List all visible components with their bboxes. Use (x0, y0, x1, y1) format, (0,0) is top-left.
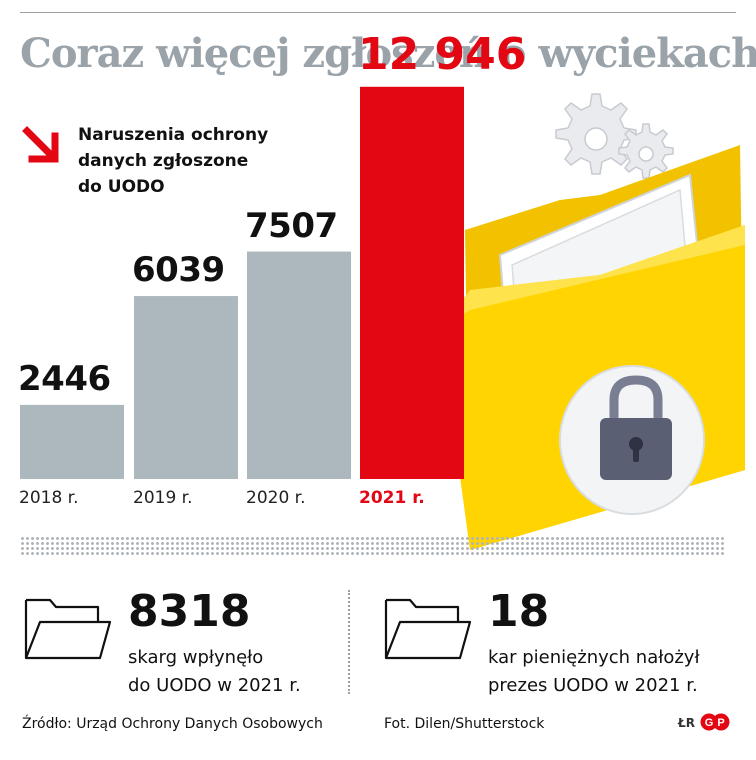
bar-chart (20, 86, 745, 550)
author-initials: ŁR (678, 716, 695, 730)
gear-icon (618, 123, 674, 179)
svg-text:G: G (705, 717, 714, 729)
category-label: 2020 r. (246, 488, 306, 508)
gp-logo: G P (700, 713, 730, 731)
dotted-separator (20, 536, 725, 556)
bar-value-label: 2446 (18, 358, 111, 399)
stat-description-line: do UODO w 2021 r. (128, 675, 301, 696)
legend-label: Naruszenia ochrony danych zgłoszone do U… (78, 122, 338, 200)
bar-value-label: 7507 (245, 205, 338, 246)
bars (20, 86, 464, 479)
stat-description: skarg wpłynęło do UODO w 2021 r. (128, 644, 301, 700)
photo-credit: Fot. Dilen/Shutterstock (384, 716, 545, 732)
bar (360, 86, 464, 479)
stat-description-line: prezes UODO w 2021 r. (488, 675, 698, 696)
category-label: 2019 r. (133, 488, 193, 508)
bar (247, 251, 351, 479)
bar (134, 296, 238, 479)
source-note: Źródło: Urząd Ochrony Danych Osobowych (22, 716, 323, 732)
arrow-down-right-icon (22, 126, 59, 163)
folder-outline-icon (384, 598, 472, 660)
legend-line: Naruszenia ochrony (78, 125, 269, 145)
gear-icon (555, 93, 637, 175)
category-label: 2021 r. (359, 488, 425, 508)
bar (20, 404, 124, 479)
stat-value: 18 (488, 586, 550, 637)
chart-title: Coraz więcej zgłoszeń o wyciekach (20, 30, 756, 77)
bar-value-label: 6039 (132, 250, 225, 291)
stat-description: kar pieniężnych nałożył prezes UODO w 20… (488, 644, 700, 700)
stat-description-line: kar pieniężnych nałożył (488, 647, 700, 668)
category-label: 2018 r. (19, 488, 79, 508)
top-rule (20, 12, 736, 13)
stat-divider (348, 590, 350, 694)
legend-line: danych zgłoszone (78, 151, 249, 171)
stat-description-line: skarg wpłynęło (128, 647, 264, 668)
illustration (440, 93, 745, 550)
svg-text:P: P (717, 717, 724, 729)
bar-value-label: 12 946 (358, 28, 527, 80)
folder-outline-icon (24, 598, 112, 660)
padlock-icon (559, 365, 705, 515)
stat-value: 8318 (128, 586, 251, 637)
legend-line: do UODO (78, 177, 165, 197)
